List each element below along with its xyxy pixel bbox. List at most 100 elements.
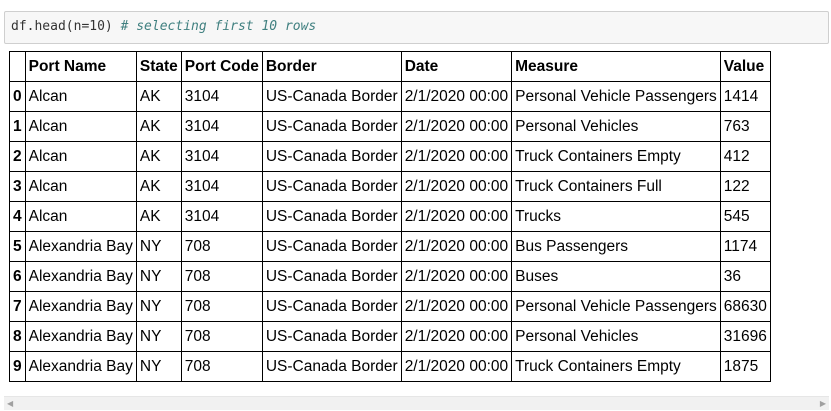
table-cell: US-Canada Border [261,351,402,382]
column-header: Date [400,51,513,82]
table-cell: Alexandria Bay [24,231,137,262]
table-cell: Alcan [24,171,137,202]
row-index-cell: 3 [9,171,26,202]
table-cell: 2/1/2020 00:00 [400,201,513,232]
scroll-left-arrow-icon[interactable]: ◀ [7,399,14,408]
table-cell: US-Canada Border [261,171,402,202]
table-row: 4 Alcan AK 3104 US-Canada Border 2/1/2020 00:… [9,201,771,232]
row-index-cell: 8 [9,321,26,352]
table-body: 0 Alcan AK 3104 US-Canada Border 2/1/2020 00:… [9,81,771,382]
dataframe-output: Port Name State Port Code Border Date Measure… [9,51,771,382]
table-cell: 708 [180,231,263,262]
dataframe-table: Port Name State Port Code Border Date Measure… [9,51,771,382]
column-header: Port Code [180,51,263,82]
table-cell: 2/1/2020 00:00 [400,171,513,202]
table-row: 6 Alexandria Bay NY 708 US-Canada Border 2/1/… [9,261,771,292]
table-cell: US-Canada Border [261,201,402,232]
table-cell: Alexandria Bay [24,321,137,352]
table-cell: 3104 [180,81,263,112]
table-cell: Alcan [24,111,137,142]
table-cell: NY [135,321,182,352]
table-cell: US-Canada Border [261,141,402,172]
table-cell: Alexandria Bay [24,351,137,382]
table-cell: 2/1/2020 00:00 [400,321,513,352]
table-cell: Buses [511,261,721,292]
table-cell: 3104 [180,171,263,202]
table-cell: 1174 [719,231,771,262]
table-cell: NY [135,231,182,262]
index-column-header [9,51,26,82]
code-comment: # selecting first 10 rows [120,19,317,34]
row-index-cell: 1 [9,111,26,142]
table-cell: US-Canada Border [261,81,402,112]
table-cell: NY [135,351,182,382]
table-cell: 412 [719,141,771,172]
table-cell: 2/1/2020 00:00 [400,261,513,292]
table-cell: AK [135,201,182,232]
table-cell: 3104 [180,141,263,172]
table-cell: 31696 [719,321,771,352]
table-cell: AK [135,111,182,142]
table-cell: Bus Passengers [511,231,721,262]
table-row: 1 Alcan AK 3104 US-Canada Border 2/1/2020 00:… [9,111,771,142]
table-cell: Alcan [24,81,137,112]
table-cell: Truck Containers Full [511,171,721,202]
table-cell: Alexandria Bay [24,291,137,322]
table-cell: NY [135,261,182,292]
table-cell: 545 [719,201,771,232]
table-cell: 2/1/2020 00:00 [400,81,513,112]
table-cell: AK [135,141,182,172]
table-cell: US-Canada Border [261,231,402,262]
table-cell: 36 [719,261,771,292]
row-index-cell: 6 [9,261,26,292]
table-cell: Truck Containers Empty [511,141,721,172]
table-cell: 3104 [180,111,263,142]
column-header: Border [261,51,402,82]
table-cell: 708 [180,261,263,292]
table-cell: 708 [180,291,263,322]
table-cell: Personal Vehicles [511,111,721,142]
horizontal-scrollbar[interactable]: ◀ ▶ [4,396,829,410]
row-index-cell: 7 [9,291,26,322]
table-cell: Trucks [511,201,721,232]
table-row: 5 Alexandria Bay NY 708 US-Canada Border 2/1/… [9,231,771,262]
table-cell: 2/1/2020 00:00 [400,141,513,172]
table-cell: Personal Vehicle Passengers [511,291,721,322]
table-cell: 2/1/2020 00:00 [400,351,513,382]
table-row: 8 Alexandria Bay NY 708 US-Canada Border 2/1/… [9,321,771,352]
code-cell-input[interactable]: df.head(n=10) # selecting first 10 rows [4,11,829,44]
column-header: Measure [511,51,721,82]
table-row: 9 Alexandria Bay NY 708 US-Canada Border 2/1/… [9,351,771,382]
row-index-cell: 2 [9,141,26,172]
row-index-cell: 9 [9,351,26,382]
table-header-row: Port Name State Port Code Border Date Measure… [9,51,771,82]
table-cell: AK [135,81,182,112]
code-text: df.head(n=10) [11,19,121,34]
row-index-cell: 4 [9,201,26,232]
table-cell: AK [135,171,182,202]
table-row: 0 Alcan AK 3104 US-Canada Border 2/1/2020 00:… [9,81,771,112]
scroll-right-arrow-icon[interactable]: ▶ [819,399,826,408]
table-cell: Personal Vehicles [511,321,721,352]
table-row: 2 Alcan AK 3104 US-Canada Border 2/1/2020 00:… [9,141,771,172]
table-cell: US-Canada Border [261,291,402,322]
table-cell: 3104 [180,201,263,232]
table-cell: US-Canada Border [261,321,402,352]
column-header: Port Name [24,51,137,82]
table-cell: 2/1/2020 00:00 [400,291,513,322]
table-cell: NY [135,291,182,322]
table-cell: Alcan [24,141,137,172]
table-cell: 1414 [719,81,771,112]
table-cell: US-Canada Border [261,111,402,142]
row-index-cell: 0 [9,81,26,112]
table-cell: 708 [180,321,263,352]
table-cell: 708 [180,351,263,382]
table-cell: 1875 [719,351,771,382]
table-row: 7 Alexandria Bay NY 708 US-Canada Border 2/1/… [9,291,771,322]
column-header: Value [719,51,771,82]
table-row: 3 Alcan AK 3104 US-Canada Border 2/1/2020 00:… [9,171,771,202]
table-cell: 68630 [719,291,771,322]
table-cell: Alcan [24,201,137,232]
table-cell: 2/1/2020 00:00 [400,111,513,142]
table-cell: US-Canada Border [261,261,402,292]
